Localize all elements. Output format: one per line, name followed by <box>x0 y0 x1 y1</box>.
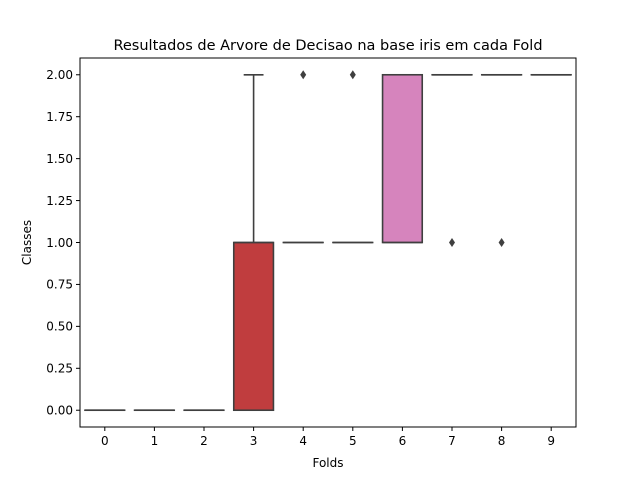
y-tick-label: 0.50 <box>46 320 73 334</box>
x-tick-label: 0 <box>101 434 109 448</box>
box-iqr <box>381 73 424 244</box>
x-tick-label: 5 <box>349 434 357 448</box>
box-fold-3 <box>232 73 275 412</box>
x-tick-label: 2 <box>200 434 208 448</box>
x-tick-label: 3 <box>250 434 258 448</box>
outlier-point <box>449 238 455 247</box>
x-tick-label: 7 <box>448 434 456 448</box>
x-tick-label: 4 <box>299 434 307 448</box>
y-tick-label: 1.75 <box>46 110 73 124</box>
y-tick-label: 0.00 <box>46 404 73 418</box>
x-axis-label: Folds <box>312 456 343 470</box>
x-tick-label: 9 <box>547 434 555 448</box>
y-axis: 0.00 0.25 0.50 0.75 1.00 1.25 1.50 1.75 2.00 <box>46 68 80 418</box>
box-fold-4 <box>282 70 324 244</box>
outlier-point <box>300 70 307 80</box>
x-tick-label: 8 <box>498 434 506 448</box>
box-fold-6 <box>381 73 424 244</box>
y-tick-label: 1.50 <box>46 152 73 166</box>
chart-title: Resultados de Arvore de Decisao na base … <box>113 38 542 54</box>
box-fold-8 <box>480 73 523 247</box>
y-tick-label: 1.25 <box>46 194 73 208</box>
y-tick-label: 1.00 <box>46 236 73 250</box>
y-tick-label: 2.00 <box>46 68 73 82</box>
x-tick-label: 1 <box>151 434 159 448</box>
box-iqr <box>232 241 275 412</box>
outlier-point <box>349 70 356 80</box>
x-axis: 0 1 2 3 4 5 6 7 8 9 <box>101 427 555 448</box>
y-tick-label: 0.75 <box>46 278 73 292</box>
y-axis-label: Classes <box>20 220 34 265</box>
outlier-point <box>498 238 505 247</box>
plot-area <box>84 70 572 412</box>
x-tick-label: 6 <box>399 434 407 448</box>
box-fold-7 <box>431 73 473 247</box>
box-fold-5 <box>332 70 374 244</box>
y-tick-label: 0.25 <box>46 362 73 376</box>
